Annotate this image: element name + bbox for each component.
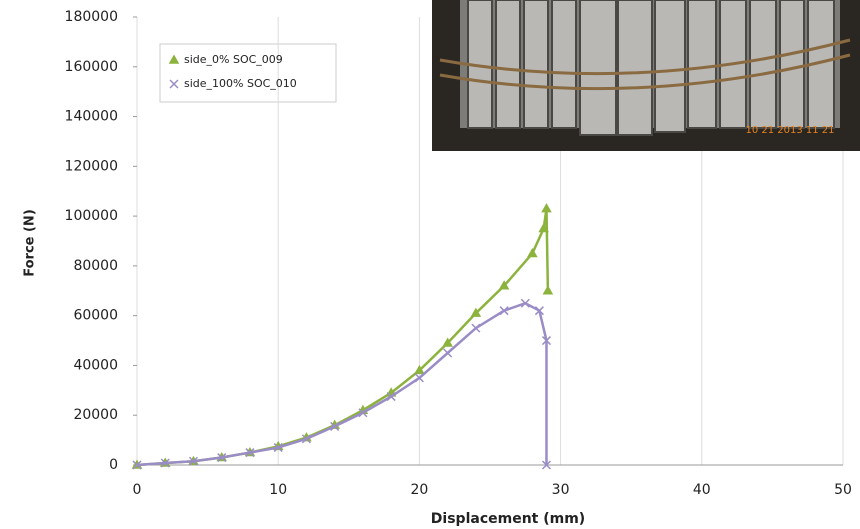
x-axis-label: Displacement (mm)	[431, 511, 585, 527]
marker	[442, 337, 453, 347]
marker	[330, 421, 340, 431]
marker	[527, 247, 538, 258]
x-tick-label: 40	[693, 482, 711, 498]
marker	[273, 443, 283, 453]
marker	[499, 306, 509, 316]
marker	[168, 54, 180, 64]
photo: 10 21 2013 11 21	[432, 0, 860, 151]
series-line	[136, 208, 550, 467]
y-tick-label: 180000	[65, 9, 118, 25]
legend-label: side_0% SOC_009	[184, 53, 283, 66]
legend	[159, 43, 337, 103]
marker	[414, 364, 425, 375]
marker	[443, 348, 453, 358]
y-tick-label: 0	[109, 457, 118, 473]
x-tick-label: 0	[133, 482, 142, 498]
y-tick-label: 120000	[65, 158, 118, 174]
marker	[470, 307, 482, 317]
marker	[414, 373, 424, 383]
y-tick-label: 160000	[65, 59, 118, 75]
marker	[169, 79, 179, 89]
marker	[538, 223, 549, 233]
y-tick-label: 40000	[73, 357, 118, 373]
marker	[520, 298, 530, 308]
series-line	[136, 301, 548, 467]
y-tick-label: 20000	[73, 407, 118, 423]
marker	[358, 408, 368, 418]
marker	[471, 323, 481, 333]
x-tick-label: 30	[552, 482, 570, 498]
photo-timestamp: 10 21 2013 11 21	[745, 125, 834, 136]
y-tick-label: 100000	[65, 208, 118, 224]
y-tick-label: 80000	[73, 258, 118, 274]
legend-label: side_100% SOC_010	[184, 77, 297, 90]
marker	[301, 434, 311, 444]
marker	[245, 448, 255, 458]
x-tick-label: 20	[410, 482, 428, 498]
x-tick-label: 10	[269, 482, 287, 498]
marker	[542, 285, 554, 295]
marker	[188, 456, 199, 466]
marker	[160, 458, 170, 468]
marker	[541, 460, 552, 470]
y-axis-label: Force (N)	[23, 209, 38, 277]
marker	[498, 280, 510, 290]
y-tick-label: 140000	[65, 109, 118, 125]
marker	[541, 203, 552, 213]
marker	[217, 453, 227, 463]
marker	[132, 460, 142, 470]
marker	[541, 336, 552, 346]
marker	[386, 392, 396, 402]
x-tick-label: 50	[834, 482, 852, 498]
y-tick-label: 60000	[73, 308, 118, 324]
marker	[534, 306, 544, 316]
